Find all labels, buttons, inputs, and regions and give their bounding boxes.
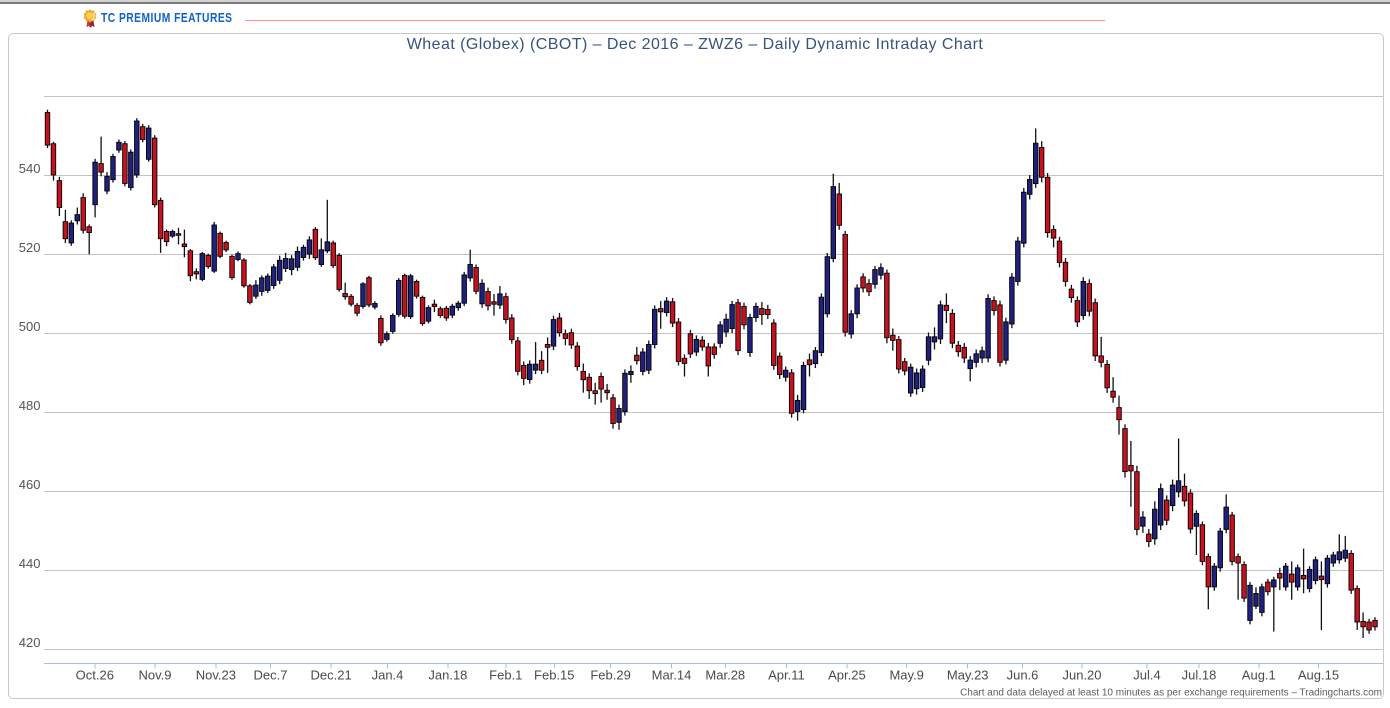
svg-text:Jun.6: Jun.6 [1007,668,1039,683]
svg-text:Dec.7: Dec.7 [254,668,288,683]
svg-text:480: 480 [19,398,41,413]
svg-text:May.9: May.9 [889,668,923,683]
svg-text:Aug.1: Aug.1 [1242,668,1276,683]
svg-text:Nov.23: Nov.23 [196,668,236,683]
svg-text:Feb.15: Feb.15 [534,668,574,683]
svg-text:540: 540 [19,161,41,176]
svg-text:Aug.15: Aug.15 [1298,668,1339,683]
svg-text:Chart and data delayed at leas: Chart and data delayed at least 10 minut… [960,688,1382,699]
svg-text:460: 460 [19,477,41,492]
svg-text:May.23: May.23 [947,668,989,683]
svg-text:Dec.21: Dec.21 [310,668,351,683]
svg-text:Jun.20: Jun.20 [1062,668,1101,683]
svg-text:Apr.11: Apr.11 [768,668,805,683]
svg-text:Jan.4: Jan.4 [372,668,404,683]
svg-text:Nov.9: Nov.9 [139,668,172,683]
svg-text:420: 420 [19,635,41,650]
svg-text:Mar.14: Mar.14 [652,668,692,683]
svg-text:Jul.4: Jul.4 [1133,668,1160,683]
svg-text:440: 440 [19,556,41,571]
svg-text:520: 520 [19,240,41,255]
svg-text:Apr.25: Apr.25 [828,668,866,683]
svg-text:500: 500 [19,319,41,334]
svg-text:Feb.29: Feb.29 [590,668,630,683]
svg-text:Jul.18: Jul.18 [1182,668,1217,683]
svg-text:Jan.18: Jan.18 [428,668,467,683]
svg-text:Feb.1: Feb.1 [489,668,522,683]
svg-text:Mar.28: Mar.28 [705,668,745,683]
svg-text:Oct.26: Oct.26 [76,668,114,683]
